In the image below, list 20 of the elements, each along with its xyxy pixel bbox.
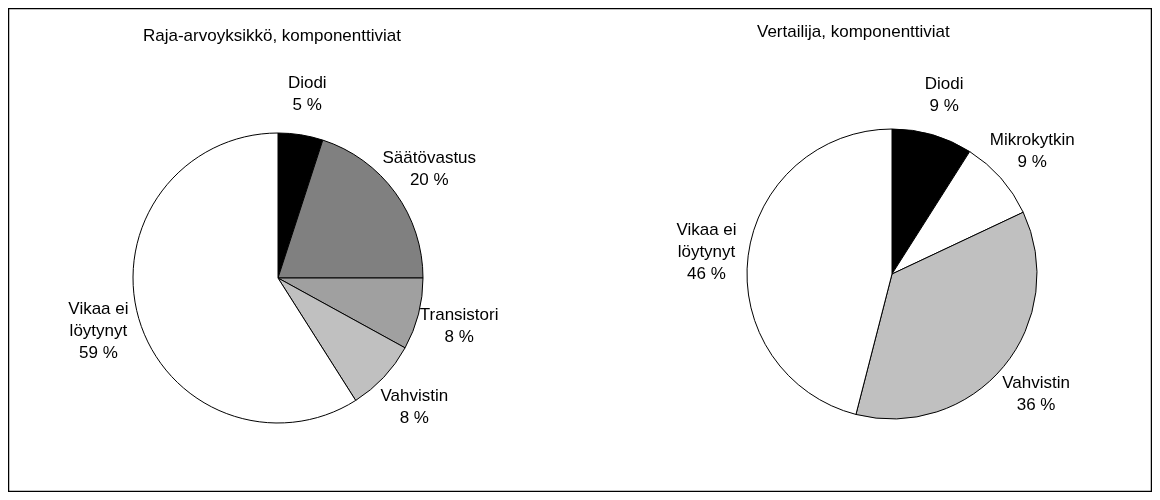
- slice-label: Vikaa ei löytynyt: [68, 299, 129, 341]
- data-label: 5 %: [292, 95, 322, 115]
- data-label: 59 %: [79, 343, 118, 363]
- slice-label: Vikaa ei löytynyt: [676, 219, 737, 261]
- slice-label: Mikrokytkin: [989, 130, 1075, 150]
- data-label: 20 %: [409, 170, 449, 190]
- data-label: 8 %: [399, 408, 429, 428]
- data-label: 9 %: [1017, 152, 1047, 172]
- slice-label: Diodi: [924, 74, 964, 94]
- data-label: 9 %: [929, 96, 959, 116]
- slice-label: Diodi: [287, 73, 327, 93]
- slice-label: Vahvistin: [1002, 373, 1070, 393]
- chart-title: Raja-arvoyksikkö, komponenttiviat: [143, 26, 402, 45]
- slice-label: Transistori: [419, 304, 499, 324]
- data-label: 36 %: [1016, 395, 1056, 415]
- slice-label: Vahvistin: [380, 386, 449, 406]
- data-label: 46 %: [687, 263, 726, 283]
- slice-label: Säätövastus: [382, 148, 477, 168]
- data-label: 8 %: [444, 326, 474, 346]
- chart-title: Vertailija, komponenttiviat: [757, 22, 951, 41]
